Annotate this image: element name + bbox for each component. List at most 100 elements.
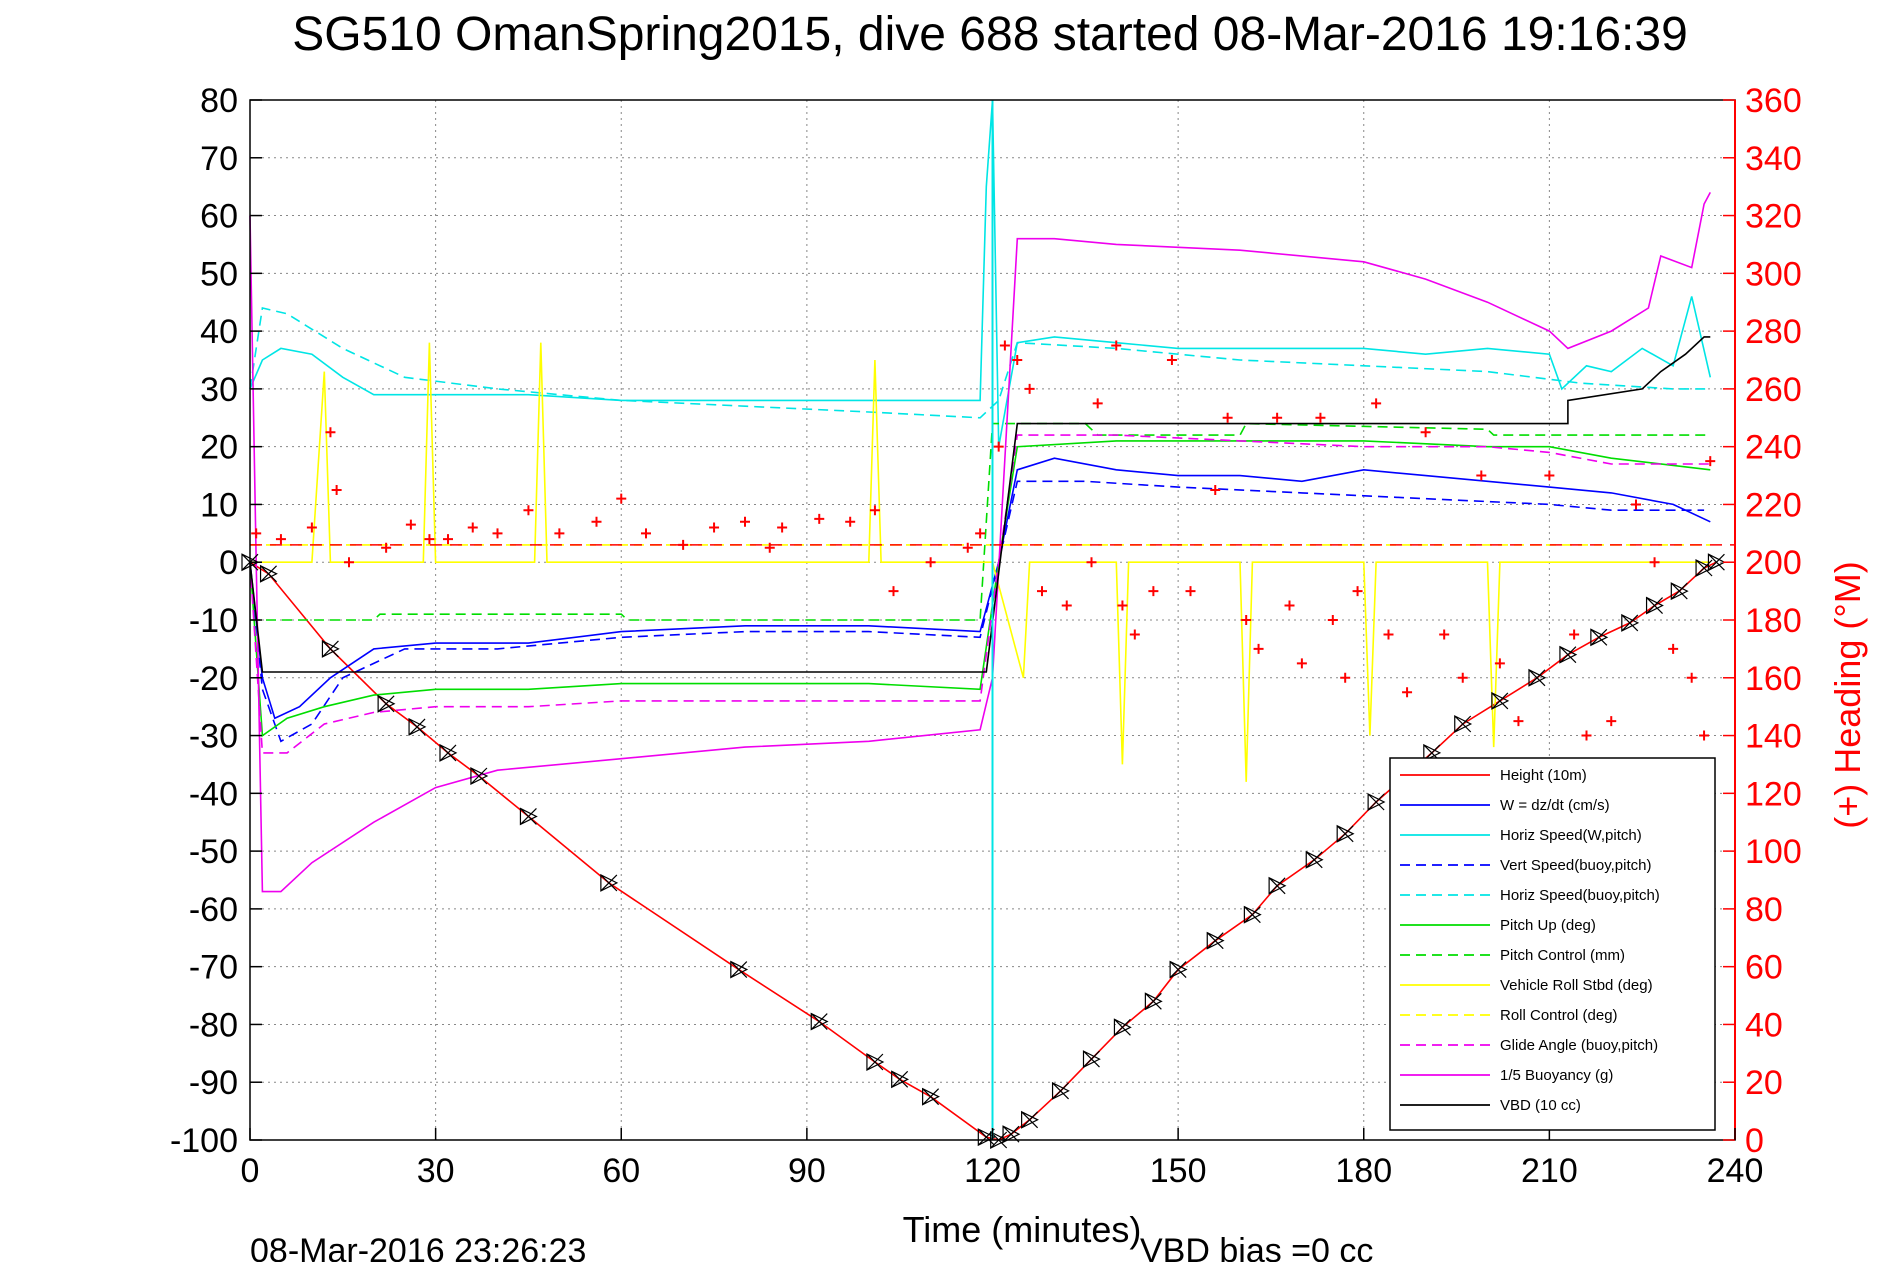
left-tick-label: 50 bbox=[200, 255, 238, 293]
heading-marker bbox=[1544, 470, 1555, 481]
right-tick-label: 280 bbox=[1745, 313, 1802, 351]
heading-marker bbox=[1371, 398, 1382, 409]
heading-marker bbox=[1569, 629, 1580, 640]
heading-marker bbox=[1111, 340, 1122, 351]
left-tick-label: -40 bbox=[189, 775, 238, 813]
left-tick-label: -60 bbox=[189, 891, 238, 929]
height-sample-marker bbox=[1082, 1050, 1101, 1069]
series-line-11 bbox=[249, 336, 1711, 673]
heading-marker bbox=[709, 522, 720, 533]
right-tick-label: 300 bbox=[1745, 255, 1802, 293]
heading-marker bbox=[1402, 687, 1413, 698]
heading-marker bbox=[993, 441, 1004, 452]
height-sample-marker bbox=[866, 1053, 885, 1071]
heading-marker bbox=[1649, 557, 1660, 568]
left-tick-label: 40 bbox=[200, 313, 238, 351]
x-tick-label: 60 bbox=[602, 1152, 640, 1190]
height-sample-marker bbox=[1051, 1081, 1070, 1100]
heading-marker bbox=[1631, 499, 1641, 510]
heading-marker bbox=[467, 522, 478, 533]
heading-marker bbox=[999, 340, 1010, 351]
heading-marker bbox=[1383, 629, 1394, 640]
left-tick-label: -10 bbox=[189, 602, 238, 640]
heading-marker bbox=[1210, 485, 1221, 495]
left-tick-label: -50 bbox=[189, 833, 238, 871]
heading-marker bbox=[1494, 658, 1505, 669]
heading-marker bbox=[814, 513, 825, 524]
x-tick-label: 120 bbox=[964, 1152, 1021, 1190]
heading-marker bbox=[777, 522, 788, 533]
heading-marker bbox=[554, 528, 565, 539]
right-axis-ticks: 0 20 40 60 80 100 120 140 160 180 200 220 240 260 280 3… bbox=[1723, 82, 1802, 1160]
height-sample-marker bbox=[1243, 905, 1262, 924]
height-sample-marker bbox=[1367, 793, 1386, 811]
chart-title: SG510 OmanSpring2015, dive 688 started 0… bbox=[292, 8, 1688, 61]
height-sample-marker bbox=[1707, 553, 1726, 572]
left-tick-label: -70 bbox=[189, 949, 238, 987]
right-tick-label: 340 bbox=[1745, 140, 1802, 178]
heading-marker bbox=[1340, 672, 1351, 683]
height-sample-marker bbox=[377, 694, 396, 713]
legend-entry-label: Pitch Control (mm) bbox=[1500, 947, 1625, 964]
heading-marker bbox=[1699, 730, 1710, 741]
series-line-1 bbox=[249, 457, 1711, 720]
heading-marker bbox=[1327, 615, 1338, 625]
heading-marker bbox=[424, 534, 435, 545]
heading-marker bbox=[1222, 412, 1233, 423]
height-sample-marker bbox=[1559, 645, 1578, 664]
height-sample-marker bbox=[1590, 628, 1609, 647]
right-tick-label: 220 bbox=[1745, 486, 1802, 524]
legend-entry-label: 1/5 Buoyancy (g) bbox=[1500, 1067, 1613, 1084]
right-tick-label: 60 bbox=[1745, 949, 1783, 987]
heading-marker bbox=[1092, 398, 1103, 409]
left-tick-label: 0 bbox=[219, 544, 238, 582]
heading-marker bbox=[405, 519, 416, 530]
heading-marker bbox=[325, 427, 336, 438]
right-tick-label: 360 bbox=[1745, 82, 1802, 120]
heading-marker bbox=[1686, 672, 1697, 683]
heading-marker bbox=[1253, 643, 1264, 654]
height-sample-marker bbox=[891, 1070, 910, 1089]
heading-marker bbox=[1581, 730, 1592, 741]
height-sample-marker bbox=[810, 1012, 829, 1031]
heading-marker bbox=[306, 522, 317, 533]
heading-marker bbox=[616, 493, 627, 504]
legend-box bbox=[1389, 757, 1716, 1131]
right-tick-label: 120 bbox=[1745, 775, 1802, 813]
left-tick-label: -20 bbox=[189, 660, 238, 698]
heading-marker bbox=[1705, 456, 1716, 467]
heading-marker bbox=[1606, 716, 1617, 727]
heading-marker bbox=[1439, 629, 1450, 640]
right-tick-label: 0 bbox=[1745, 1122, 1764, 1160]
height-sample-marker bbox=[1206, 931, 1225, 950]
height-sample-marker bbox=[1621, 613, 1640, 632]
legend-entry-label: Horiz Speed(W,pitch) bbox=[1500, 827, 1642, 844]
heading-marker bbox=[1012, 355, 1023, 365]
right-tick-label: 100 bbox=[1745, 833, 1802, 871]
left-tick-label: -30 bbox=[189, 718, 238, 756]
legend-entry-label: W = dz/dt (cm/s) bbox=[1500, 797, 1610, 814]
footer-timestamp: 08-Mar-2016 23:26:23 bbox=[250, 1232, 586, 1262]
right-tick-label: 200 bbox=[1745, 544, 1802, 582]
height-sample-marker bbox=[259, 564, 278, 583]
legend-entry-label: Horiz Speed(buoy,pitch) bbox=[1500, 887, 1660, 904]
right-tick-label: 160 bbox=[1745, 660, 1802, 698]
heading-marker bbox=[925, 557, 936, 568]
height-sample-marker bbox=[519, 807, 538, 826]
height-sample-marker bbox=[1144, 992, 1163, 1011]
left-tick-label: -100 bbox=[170, 1122, 238, 1160]
left-axis-ticks: -100-90-80-70-60-50-40-30-20-10010203040… bbox=[170, 82, 262, 1160]
heading-marker bbox=[764, 542, 775, 553]
height-sample-marker bbox=[600, 873, 619, 892]
x-tick-label: 90 bbox=[788, 1152, 826, 1190]
heading-marker bbox=[1129, 629, 1140, 640]
series-line-10 bbox=[249, 192, 1712, 893]
x-tick-label: 150 bbox=[1150, 1152, 1207, 1190]
left-tick-label: 80 bbox=[200, 82, 238, 120]
height-sample-marker bbox=[408, 717, 427, 736]
legend-entry-label: Height (10m) bbox=[1500, 767, 1587, 784]
right-tick-label: 80 bbox=[1745, 891, 1783, 929]
height-sample-marker bbox=[1336, 824, 1355, 843]
heading-marker bbox=[1272, 412, 1283, 423]
x-tick-label: 240 bbox=[1707, 1152, 1764, 1190]
